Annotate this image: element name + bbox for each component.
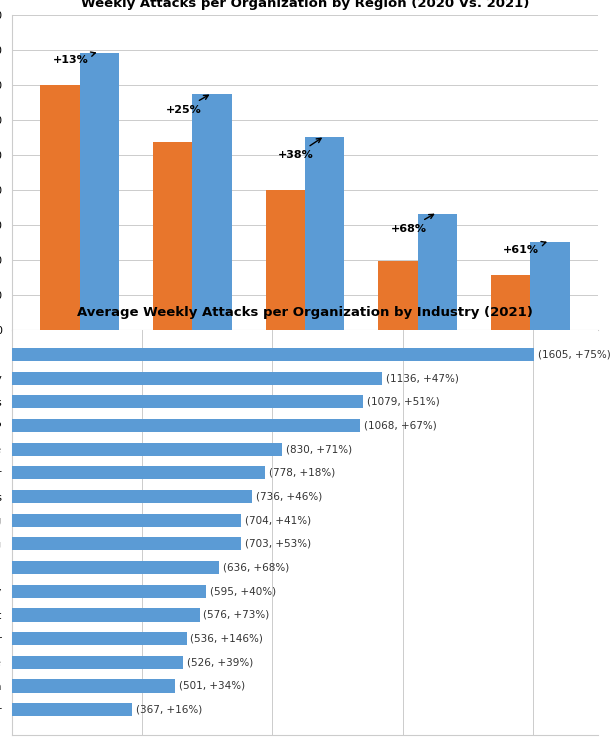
Text: (1136, +47%): (1136, +47%) — [386, 373, 459, 384]
Text: (703, +53%): (703, +53%) — [245, 539, 311, 549]
Text: (1605, +75%): (1605, +75%) — [538, 349, 610, 360]
Bar — [12, 656, 184, 669]
Bar — [265, 190, 305, 329]
Bar — [12, 703, 132, 716]
Text: (636, +68%): (636, +68%) — [223, 562, 289, 573]
Bar — [305, 137, 345, 329]
Text: (778, +18%): (778, +18%) — [269, 468, 336, 478]
Bar — [12, 348, 534, 361]
Text: (576, +73%): (576, +73%) — [204, 610, 270, 620]
Bar — [12, 372, 382, 385]
Bar — [192, 94, 232, 329]
Bar — [12, 632, 187, 646]
Bar — [12, 561, 219, 574]
Bar — [12, 680, 175, 692]
Bar — [491, 275, 530, 329]
Text: +13%: +13% — [53, 52, 95, 65]
Bar — [12, 443, 282, 456]
Bar — [12, 395, 363, 409]
Text: (595, +40%): (595, +40%) — [210, 586, 276, 597]
Text: (704, +41%): (704, +41%) — [245, 515, 311, 525]
Bar — [40, 85, 80, 329]
Bar — [80, 53, 119, 329]
Text: (536, +146%): (536, +146%) — [190, 634, 264, 643]
Bar — [12, 608, 199, 622]
Text: (1068, +67%): (1068, +67%) — [364, 421, 436, 430]
Text: (1079, +51%): (1079, +51%) — [367, 397, 440, 407]
Text: (367, +16%): (367, +16%) — [135, 705, 202, 715]
Bar — [418, 214, 457, 329]
Text: (526, +39%): (526, +39%) — [187, 657, 254, 667]
Bar — [12, 585, 206, 598]
Text: +68%: +68% — [390, 214, 434, 234]
Bar — [12, 419, 360, 432]
Bar — [153, 142, 192, 329]
Bar — [530, 242, 570, 329]
Legend: 2020, 2021: 2020, 2021 — [250, 358, 360, 381]
Bar — [12, 537, 241, 551]
Bar — [12, 467, 265, 479]
Text: (830, +71%): (830, +71%) — [286, 444, 352, 454]
Text: +38%: +38% — [278, 138, 321, 160]
Text: (501, +34%): (501, +34%) — [179, 681, 245, 691]
Text: +61%: +61% — [503, 241, 546, 255]
Text: +25%: +25% — [165, 95, 209, 114]
Title: Weekly Attacks per Organization by Region (2020 Vs. 2021): Weekly Attacks per Organization by Regio… — [81, 0, 529, 10]
Text: (736, +46%): (736, +46%) — [256, 492, 322, 502]
Bar — [378, 260, 418, 329]
Title: Average Weekly Attacks per Organization by Industry (2021): Average Weekly Attacks per Organization … — [77, 306, 533, 319]
Bar — [12, 513, 241, 527]
Bar — [12, 490, 252, 503]
